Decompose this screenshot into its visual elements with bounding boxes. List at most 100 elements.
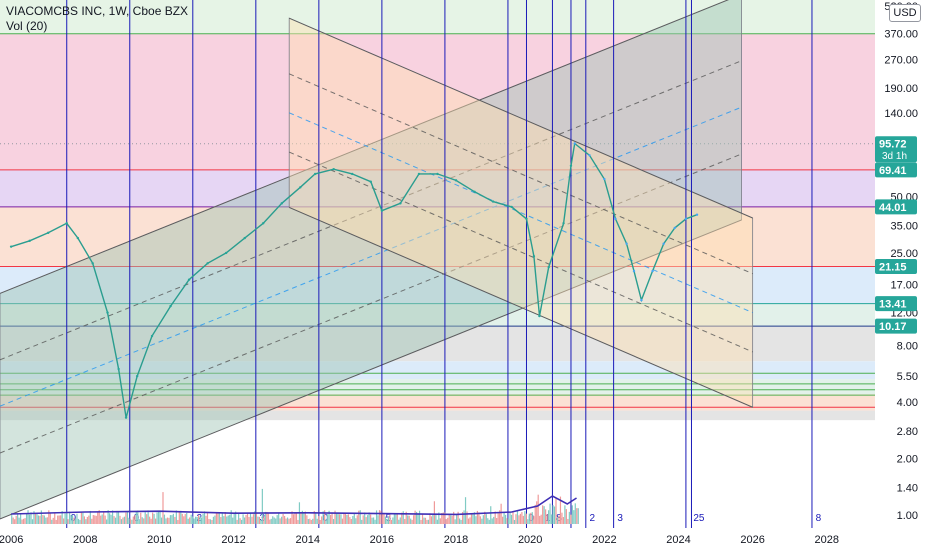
volume-bar bbox=[445, 519, 447, 524]
volume-bar bbox=[174, 516, 176, 524]
volume-bar bbox=[356, 515, 358, 524]
price-label-text: 13.41 bbox=[879, 299, 907, 311]
price-point bbox=[614, 217, 617, 221]
volume-bar bbox=[272, 516, 274, 524]
symbol-title[interactable]: VIACOMCBS INC, 1W, Cboe BZX bbox=[6, 4, 189, 18]
price-point bbox=[187, 278, 191, 281]
volume-bar bbox=[411, 519, 413, 524]
volume-bar bbox=[107, 510, 109, 524]
price-label-text: 95.72 bbox=[879, 139, 907, 151]
price-point bbox=[532, 255, 536, 258]
time-axis[interactable]: 2006 2008 2010 2012 2014 2016 2018 2020 2022 2024… bbox=[0, 528, 932, 550]
volume-bar bbox=[240, 519, 243, 524]
volume-bar bbox=[466, 511, 468, 524]
volume-bar bbox=[58, 515, 60, 524]
price-tick-label: 4.00 bbox=[897, 397, 918, 409]
volume-bar bbox=[255, 513, 258, 524]
volume-bar bbox=[60, 515, 62, 524]
volume-bar bbox=[559, 496, 562, 524]
price-band bbox=[0, 410, 875, 421]
volume-bar bbox=[103, 512, 105, 524]
volume-bar bbox=[488, 519, 490, 524]
volume-bar bbox=[417, 514, 419, 524]
volume-bar bbox=[190, 514, 192, 524]
volume-bar bbox=[128, 517, 130, 524]
volume-bar bbox=[48, 510, 50, 524]
volume-pane bbox=[11, 488, 579, 524]
price-band bbox=[0, 266, 875, 304]
volume-bar bbox=[536, 501, 538, 524]
volume-bar bbox=[184, 514, 186, 524]
price-point bbox=[280, 202, 283, 205]
volume-bar bbox=[533, 516, 535, 524]
volume-bar bbox=[453, 511, 455, 524]
volume-bar bbox=[359, 510, 361, 524]
volume-bar bbox=[25, 513, 28, 524]
price-label-box bbox=[875, 136, 917, 163]
chart-legend: VIACOMCBS INC, 1W, Cboe BZX Vol (20) bbox=[6, 4, 188, 34]
volume-bar bbox=[423, 517, 425, 524]
volume-bar bbox=[129, 518, 131, 524]
volume-bar bbox=[362, 515, 364, 524]
volume-bar bbox=[295, 512, 298, 524]
time-tick-label: 2012 bbox=[221, 534, 245, 546]
volume-bar bbox=[51, 519, 53, 524]
volume-bar bbox=[135, 511, 137, 524]
volume-bar bbox=[73, 517, 75, 524]
volume-bar bbox=[52, 517, 54, 524]
volume-bar bbox=[206, 513, 209, 524]
time-tick-label: 2018 bbox=[444, 534, 468, 546]
volume-bar bbox=[230, 510, 232, 524]
volume-bar bbox=[451, 515, 453, 524]
volume-bar bbox=[146, 514, 148, 524]
price-label-box bbox=[875, 318, 917, 334]
volume-bar bbox=[325, 519, 327, 524]
volume-bar bbox=[386, 518, 388, 524]
volume-bar bbox=[143, 518, 145, 524]
volume-bar bbox=[464, 497, 467, 524]
volume-bar bbox=[17, 513, 19, 524]
volume-bar bbox=[223, 516, 225, 524]
time-tick-label: 2026 bbox=[740, 534, 764, 546]
price-tick-label: 2.80 bbox=[897, 426, 918, 438]
volume-bar bbox=[154, 518, 157, 524]
volume-bar bbox=[398, 519, 400, 524]
volume-bar bbox=[335, 513, 338, 524]
volume-bar bbox=[448, 514, 450, 524]
volume-bar bbox=[238, 513, 240, 524]
volume-bar bbox=[282, 513, 284, 524]
volume-bar bbox=[402, 511, 404, 524]
volume-bar bbox=[392, 517, 394, 524]
price-band bbox=[0, 326, 875, 362]
volume-bar bbox=[430, 516, 433, 524]
volume-bar bbox=[436, 519, 438, 524]
currency-button[interactable]: USD bbox=[889, 4, 921, 22]
price-axis[interactable]: 1.001.402.002.804.005.508.0012.0017.0025… bbox=[875, 0, 932, 550]
price-point bbox=[313, 172, 317, 176]
volume-bar bbox=[424, 517, 427, 524]
volume-bar bbox=[414, 510, 416, 524]
volume-bar bbox=[224, 512, 226, 524]
price-point bbox=[135, 374, 139, 378]
volume-bar bbox=[313, 510, 315, 524]
volume-ma-line bbox=[11, 495, 577, 516]
volume-bar bbox=[232, 517, 234, 524]
volume-bar bbox=[42, 515, 44, 524]
indicator-label[interactable]: Vol (20) bbox=[6, 19, 48, 33]
volume-bar bbox=[540, 514, 542, 524]
volume-bar bbox=[144, 512, 146, 524]
channel-line bbox=[0, 0, 729, 294]
volume-bar bbox=[338, 514, 341, 524]
volume-bar bbox=[496, 517, 498, 524]
volume-bar bbox=[418, 510, 421, 524]
volume-bar bbox=[284, 515, 286, 524]
volume-bar bbox=[77, 518, 80, 524]
price-tick-label: 1.40 bbox=[897, 482, 918, 494]
volume-bar bbox=[37, 515, 40, 524]
volume-bar bbox=[95, 515, 97, 524]
volume-bar bbox=[547, 510, 550, 524]
volume-bar bbox=[88, 515, 90, 524]
volume-bar bbox=[525, 513, 527, 524]
volume-bar bbox=[30, 512, 32, 524]
